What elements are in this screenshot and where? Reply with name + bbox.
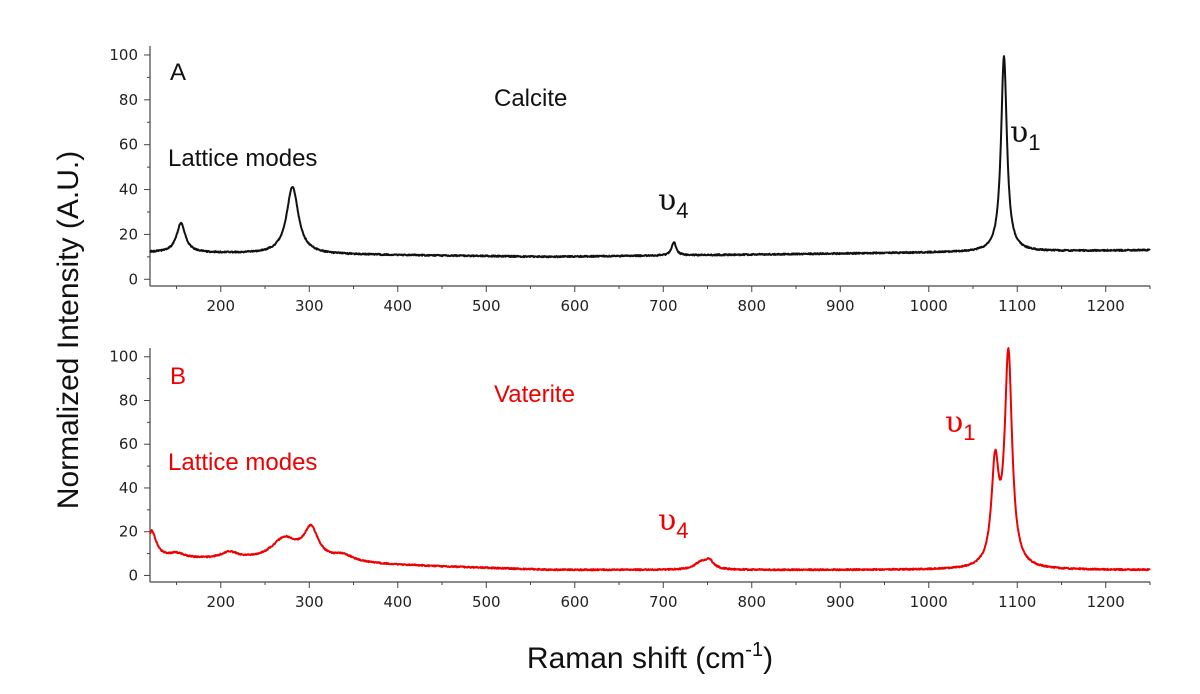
x-tick-label: 1200 xyxy=(1087,593,1125,611)
x-axis-title-main: Raman shift (cm xyxy=(527,642,745,675)
y-tick-label: 100 xyxy=(109,348,138,366)
y-tick-label: 60 xyxy=(119,136,138,154)
panel-vaterite: 200 300 400 500 600 700 800 900 1000 1100 12000204… xyxy=(109,347,1151,611)
annotation-lattice-modes: Lattice modes xyxy=(168,145,317,172)
annotation-subscript: 4 xyxy=(676,518,688,543)
panel-label: A xyxy=(170,59,186,86)
annotation-lattice-modes: Lattice modes xyxy=(168,449,317,476)
x-tick-label: 800 xyxy=(737,297,766,315)
annotation-subscript: 4 xyxy=(676,198,688,223)
mineral-title: Vaterite xyxy=(494,381,575,408)
annotation-symbol: υ xyxy=(658,503,676,538)
x-tick-label: 700 xyxy=(649,297,678,315)
mineral-title: Calcite xyxy=(494,85,567,112)
x-tick-label: 1100 xyxy=(998,593,1036,611)
annotation-symbol: υ xyxy=(658,183,676,218)
annotation-nu1: υ1 xyxy=(1010,115,1041,155)
x-tick-label: 700 xyxy=(649,593,678,611)
x-tick-label: 600 xyxy=(560,593,589,611)
annotation-subscript: 1 xyxy=(963,420,975,445)
x-tick-label: 200 xyxy=(206,593,235,611)
x-tick-label: 400 xyxy=(383,297,412,315)
panel-label: B xyxy=(170,363,186,390)
x-axis-title-sup: -1 xyxy=(745,639,763,661)
annotation-nu4: υ4 xyxy=(658,503,689,543)
y-tick-label: 0 xyxy=(128,270,138,288)
annotation-symbol: υ xyxy=(945,405,963,440)
x-tick-label: 900 xyxy=(826,593,855,611)
y-tick-label: 100 xyxy=(109,46,138,64)
x-tick-label: 400 xyxy=(383,593,412,611)
annotation-subscript: 1 xyxy=(1028,130,1040,155)
x-axis-title-close: ) xyxy=(763,642,773,675)
y-tick-label: 80 xyxy=(119,91,138,109)
annotation-symbol: υ xyxy=(1010,115,1028,150)
y-tick-label: 40 xyxy=(119,479,138,497)
x-tick-label: 1000 xyxy=(910,297,948,315)
x-tick-label: 1100 xyxy=(998,297,1036,315)
x-tick-label: 900 xyxy=(826,297,855,315)
spectrum-line xyxy=(149,55,1151,259)
y-tick-label: 60 xyxy=(119,435,138,453)
annotation-nu4: υ4 xyxy=(658,183,689,223)
x-tick-label: 200 xyxy=(206,297,235,315)
x-tick-label: 300 xyxy=(295,297,324,315)
annotation-nu1: υ1 xyxy=(945,405,976,445)
x-tick-label: 600 xyxy=(560,297,589,315)
x-tick-label: 800 xyxy=(737,593,766,611)
y-axis-title: Normalized Intensity (A.U.) xyxy=(52,151,85,509)
x-tick-label: 1200 xyxy=(1087,297,1125,315)
y-tick-label: 20 xyxy=(119,523,138,541)
y-tick-label: 40 xyxy=(119,181,138,199)
x-tick-label: 500 xyxy=(472,593,501,611)
x-axis-title: Raman shift (cm-1) xyxy=(527,639,773,675)
spectrum-line xyxy=(149,347,1151,572)
x-tick-label: 1000 xyxy=(910,593,948,611)
panel-calcite: 200 300 400 500 600 700 800 900 1000 1100 12000204… xyxy=(109,46,1151,315)
x-tick-label: 300 xyxy=(295,593,324,611)
y-tick-label: 80 xyxy=(119,391,138,409)
y-tick-label: 20 xyxy=(119,225,138,243)
x-tick-label: 500 xyxy=(472,297,501,315)
y-tick-label: 0 xyxy=(128,566,138,584)
